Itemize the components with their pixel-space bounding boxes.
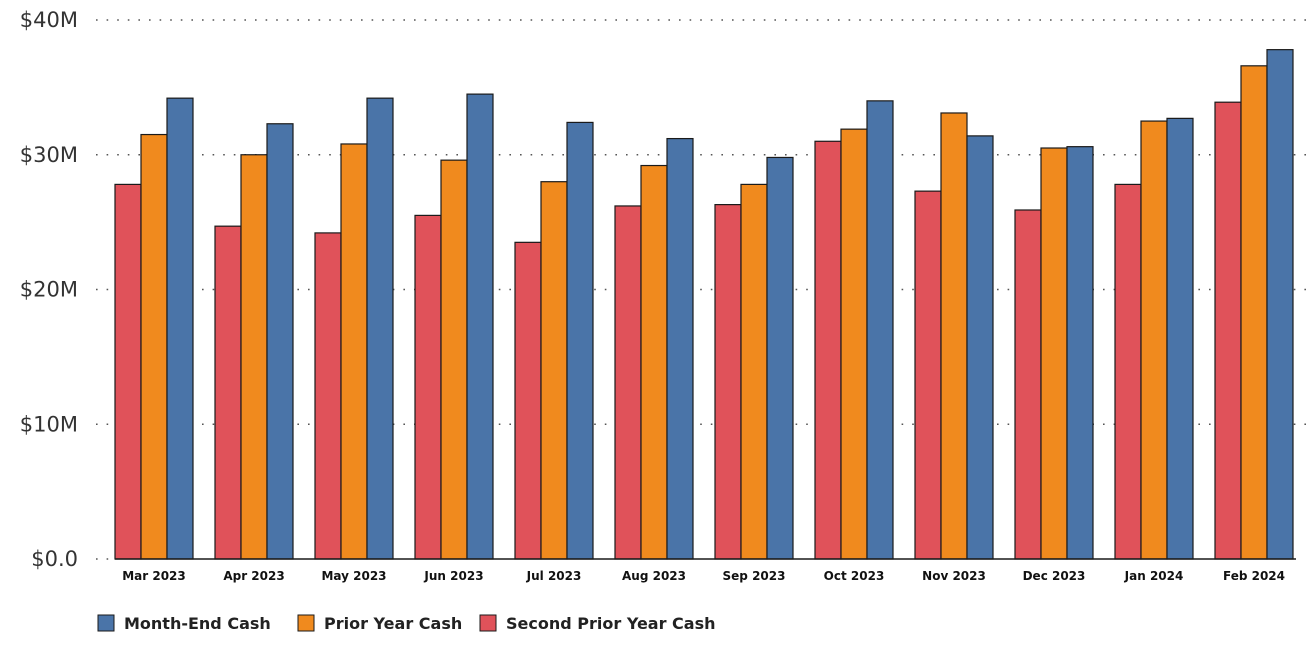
bar-prior-year-cash-aug-2023[interactable] bbox=[640, 164, 668, 560]
legend-swatch bbox=[297, 614, 315, 632]
x-tick-label: Apr 2023 bbox=[223, 569, 284, 583]
bar-prior-year-cash-feb-2024[interactable] bbox=[1240, 65, 1268, 560]
y-tick-label: $10M bbox=[20, 412, 78, 436]
bar-prior-year-cash-jul-2023[interactable] bbox=[540, 181, 568, 560]
x-tick-label: May 2023 bbox=[321, 569, 386, 583]
bar-month-end-cash-jul-2023[interactable] bbox=[566, 121, 594, 560]
bar-second-prior-year-cash-dec-2023[interactable] bbox=[1014, 209, 1042, 560]
bar-second-prior-year-cash-jun-2023[interactable] bbox=[414, 214, 442, 560]
bars bbox=[114, 49, 1294, 560]
bar-prior-year-cash-jan-2024[interactable] bbox=[1140, 120, 1168, 560]
x-axis-ticks: Mar 2023 Apr 2023 May 2023 Jun 2023 Jul 2023… bbox=[122, 569, 1285, 583]
bar-second-prior-year-cash-mar-2023[interactable] bbox=[114, 183, 142, 560]
x-tick-label: Mar 2023 bbox=[122, 569, 186, 583]
x-tick-label: Aug 2023 bbox=[622, 569, 686, 583]
legend-item-month-end-cash[interactable]: Month-End Cash bbox=[97, 614, 271, 633]
x-tick-label: Feb 2024 bbox=[1223, 569, 1285, 583]
bar-second-prior-year-cash-sep-2023[interactable] bbox=[714, 204, 742, 560]
bar-second-prior-year-cash-apr-2023[interactable] bbox=[214, 225, 242, 560]
bar-prior-year-cash-oct-2023[interactable] bbox=[840, 128, 868, 560]
bar-second-prior-year-cash-jul-2023[interactable] bbox=[514, 241, 542, 560]
x-tick-label: Jan 2024 bbox=[1124, 569, 1184, 583]
bar-month-end-cash-nov-2023[interactable] bbox=[966, 135, 994, 560]
bar-prior-year-cash-sep-2023[interactable] bbox=[740, 183, 768, 560]
bar-month-end-cash-may-2023[interactable] bbox=[366, 97, 394, 560]
legend-label: Month-End Cash bbox=[124, 614, 271, 633]
bar-prior-year-cash-mar-2023[interactable] bbox=[140, 133, 168, 560]
legend-item-prior-year-cash[interactable]: Prior Year Cash bbox=[297, 614, 462, 633]
y-tick-label: $40M bbox=[20, 8, 78, 32]
x-tick-label: Jun 2023 bbox=[423, 569, 483, 583]
legend-swatch bbox=[479, 614, 497, 632]
bar-month-end-cash-aug-2023[interactable] bbox=[666, 137, 694, 560]
bar-month-end-cash-dec-2023[interactable] bbox=[1066, 146, 1094, 560]
bar-second-prior-year-cash-may-2023[interactable] bbox=[314, 232, 342, 560]
bar-month-end-cash-feb-2024[interactable] bbox=[1266, 49, 1294, 560]
bar-second-prior-year-cash-oct-2023[interactable] bbox=[814, 140, 842, 560]
y-tick-label: $20M bbox=[20, 278, 78, 302]
bar-second-prior-year-cash-feb-2024[interactable] bbox=[1214, 101, 1242, 560]
y-tick-label: $0.0 bbox=[31, 547, 78, 571]
bar-second-prior-year-cash-nov-2023[interactable] bbox=[914, 190, 942, 560]
y-tick-label: $30M bbox=[20, 143, 78, 167]
bar-prior-year-cash-apr-2023[interactable] bbox=[240, 154, 268, 560]
bar-month-end-cash-jun-2023[interactable] bbox=[466, 93, 494, 560]
bar-prior-year-cash-nov-2023[interactable] bbox=[940, 112, 968, 560]
y-axis-ticks: $0.0 $10M $20M $30M $40M bbox=[20, 8, 78, 571]
bar-second-prior-year-cash-aug-2023[interactable] bbox=[614, 205, 642, 560]
bar-prior-year-cash-dec-2023[interactable] bbox=[1040, 147, 1068, 560]
bar-month-end-cash-apr-2023[interactable] bbox=[266, 123, 294, 560]
x-tick-label: Oct 2023 bbox=[824, 569, 885, 583]
bar-prior-year-cash-may-2023[interactable] bbox=[340, 143, 368, 560]
legend-item-second-prior-year-cash[interactable]: Second Prior Year Cash bbox=[479, 614, 716, 633]
legend[interactable]: Month-End Cash Prior Year Cash Second Prio… bbox=[97, 614, 716, 633]
bar-month-end-cash-jan-2024[interactable] bbox=[1166, 117, 1194, 560]
x-tick-label: Sep 2023 bbox=[723, 569, 786, 583]
gridlines bbox=[96, 19, 1312, 560]
legend-label: Second Prior Year Cash bbox=[506, 614, 716, 633]
bar-month-end-cash-oct-2023[interactable] bbox=[866, 100, 894, 560]
bar-month-end-cash-mar-2023[interactable] bbox=[166, 97, 194, 560]
bar-prior-year-cash-jun-2023[interactable] bbox=[440, 159, 468, 560]
legend-label: Prior Year Cash bbox=[324, 614, 462, 633]
x-tick-label: Nov 2023 bbox=[922, 569, 986, 583]
bar-second-prior-year-cash-jan-2024[interactable] bbox=[1114, 183, 1142, 560]
legend-swatch bbox=[97, 614, 115, 632]
x-tick-label: Dec 2023 bbox=[1023, 569, 1086, 583]
x-tick-label: Jul 2023 bbox=[526, 569, 582, 583]
bar-month-end-cash-sep-2023[interactable] bbox=[766, 156, 794, 560]
